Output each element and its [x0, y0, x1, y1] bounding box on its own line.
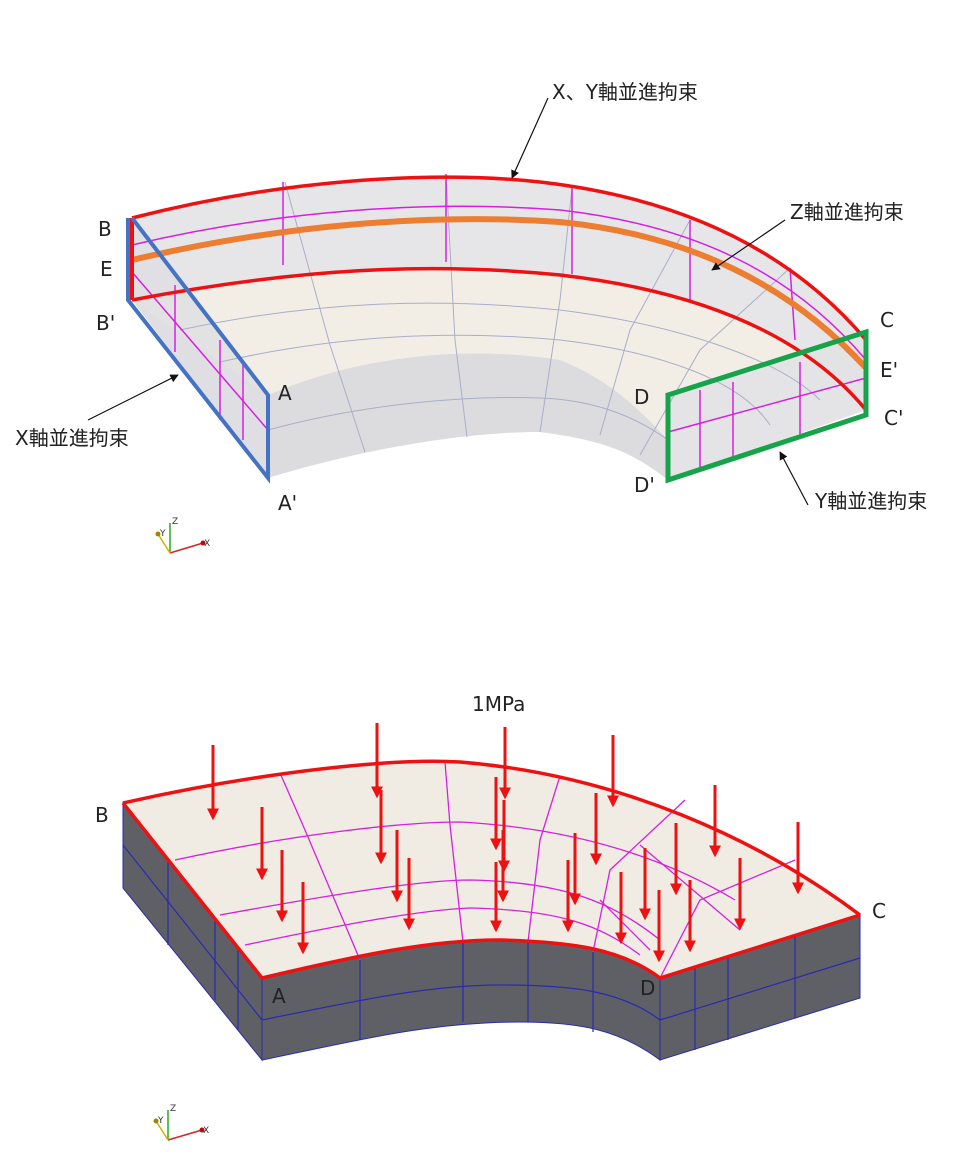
z-callout-arrow	[711, 219, 786, 271]
surface-mesh-bottom	[174, 761, 796, 979]
bottom-point-d-label: D	[640, 976, 655, 1000]
outer-edge-bottom	[122, 759, 862, 917]
point-e-label: E	[100, 257, 113, 281]
point-a-prime-label: A'	[278, 491, 297, 515]
point-b-prime-label: B'	[96, 311, 115, 335]
inner-edge-bottom	[121, 801, 861, 980]
axis-y-label-bottom: Y	[157, 1116, 164, 1126]
point-d-label: D	[634, 385, 649, 409]
point-c-label: C	[880, 308, 894, 332]
axis-triad-bottom: Z Y X	[153, 1104, 209, 1141]
axis-y-label: Y	[159, 529, 166, 539]
y-constraint-boundary	[665, 328, 869, 484]
y-callout-arrow	[779, 451, 809, 506]
pressure-arrows	[207, 723, 804, 963]
point-a-label: A	[278, 381, 292, 405]
left-face-box	[132, 218, 268, 478]
bottom-point-a-label: A	[272, 984, 286, 1008]
z-constraint-label: Z軸並進拘束	[790, 200, 904, 224]
xy-callout-arrow	[511, 97, 549, 179]
bottom-point-b-label: B	[95, 803, 109, 827]
x-callout-arrow	[87, 374, 179, 421]
outer-top-edge	[131, 175, 868, 342]
x-constraint-boundary	[126, 216, 270, 484]
point-e-prime-label: E'	[880, 358, 898, 382]
point-d-prime-label: D'	[634, 473, 655, 497]
z-constraint-line	[131, 216, 869, 371]
axis-z-label-bottom: Z	[170, 1104, 176, 1114]
xy-constraint-label: X、Y軸並進拘束	[552, 80, 698, 104]
axis-triad-top: Z Y X	[155, 517, 210, 554]
solid-mesh	[122, 844, 861, 1050]
x-constraint-label: X軸並進拘束	[15, 426, 129, 450]
point-c-prime-label: C'	[884, 406, 903, 430]
surface-mesh	[179, 173, 821, 456]
inner-top-edge	[131, 266, 868, 412]
axis-x-label-bottom: X	[203, 1126, 209, 1136]
load-label: 1MPa	[472, 692, 525, 716]
y-constraint-label: Y軸並進拘束	[814, 489, 927, 513]
axis-z-label: Z	[172, 517, 178, 527]
top-load-surface	[123, 761, 860, 978]
top-diagram: X、Y軸並進拘束 Z軸並進拘束 X軸並進拘束 Y軸並進拘束 B E B' A A…	[15, 80, 927, 554]
point-b-label: B	[98, 217, 112, 241]
outer-wall	[132, 177, 866, 410]
bottom-diagram: 1MPa B C A D Z Y X	[95, 692, 886, 1141]
bottom-point-c-label: C	[872, 899, 886, 923]
inner-wall	[268, 353, 668, 480]
outer-wall-mesh	[131, 174, 867, 470]
axis-x-label: X	[204, 539, 210, 549]
